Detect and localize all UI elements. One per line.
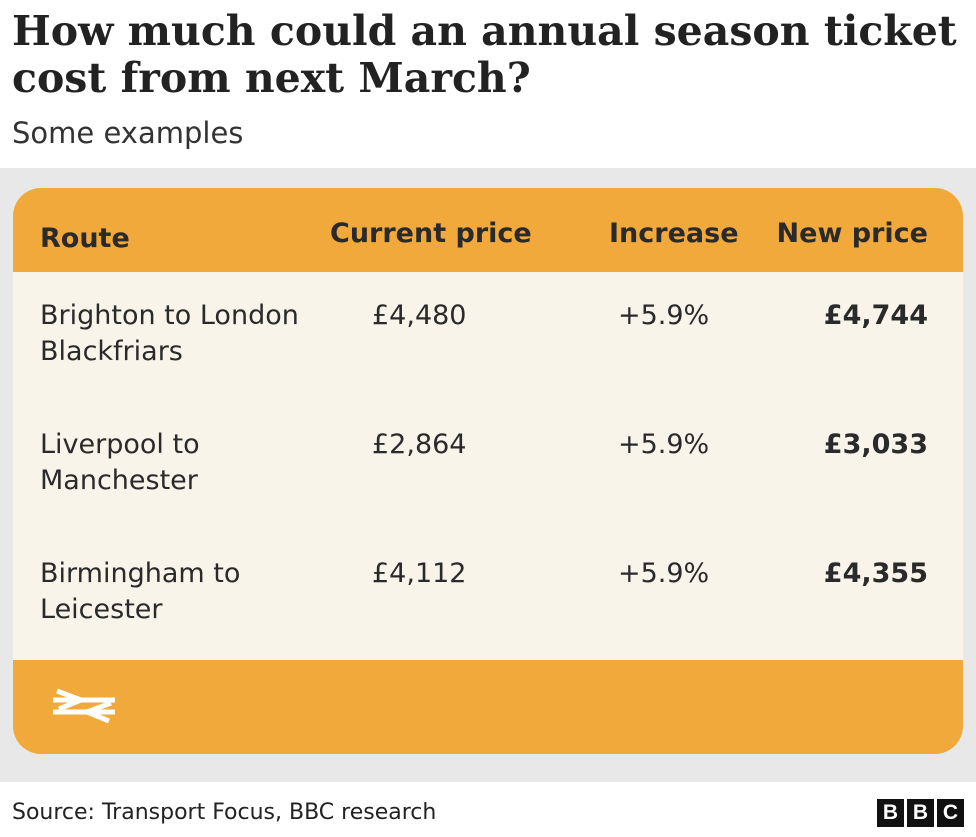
column-header-new-price: New price	[776, 218, 928, 249]
national-rail-icon	[53, 688, 115, 724]
new-price-cell: £4,744	[823, 300, 928, 331]
table-row: Brighton to London Blackfriars £4,480 +5…	[13, 298, 963, 408]
price-table-card: Route Current price Increase New price B…	[13, 188, 963, 754]
current-price-cell: £4,480	[372, 300, 467, 331]
increase-cell: +5.9%	[618, 558, 710, 589]
source-note: Source: Transport Focus, BBC research	[12, 800, 437, 825]
logo-letter: B	[907, 799, 934, 827]
chart-subtitle: Some examples	[12, 116, 244, 150]
column-header-increase: Increase	[609, 218, 739, 249]
new-price-cell: £4,355	[823, 558, 928, 589]
column-header-route: Route	[40, 223, 130, 254]
column-header-current-price: Current price	[330, 218, 532, 249]
current-price-cell: £2,864	[372, 429, 467, 460]
increase-cell: +5.9%	[618, 300, 710, 331]
logo-letter: B	[877, 799, 904, 827]
table-row: Birmingham to Leicester £4,112 +5.9% £4,…	[13, 556, 963, 666]
table-row: Liverpool to Manchester £2,864 +5.9% £3,…	[13, 427, 963, 537]
bbc-logo: B B C	[877, 799, 964, 827]
new-price-cell: £3,033	[823, 429, 928, 460]
table-panel: Route Current price Increase New price B…	[0, 168, 976, 782]
logo-letter: C	[937, 799, 964, 827]
table-header: Route Current price Increase New price	[13, 188, 963, 272]
route-cell: Birmingham to Leicester	[40, 558, 241, 625]
current-price-cell: £4,112	[372, 558, 467, 589]
table-footer	[13, 660, 963, 754]
chart-title: How much could an annual season ticket c…	[12, 7, 957, 102]
route-cell: Brighton to London Blackfriars	[40, 300, 299, 367]
increase-cell: +5.9%	[618, 429, 710, 460]
route-cell: Liverpool to Manchester	[40, 429, 200, 496]
